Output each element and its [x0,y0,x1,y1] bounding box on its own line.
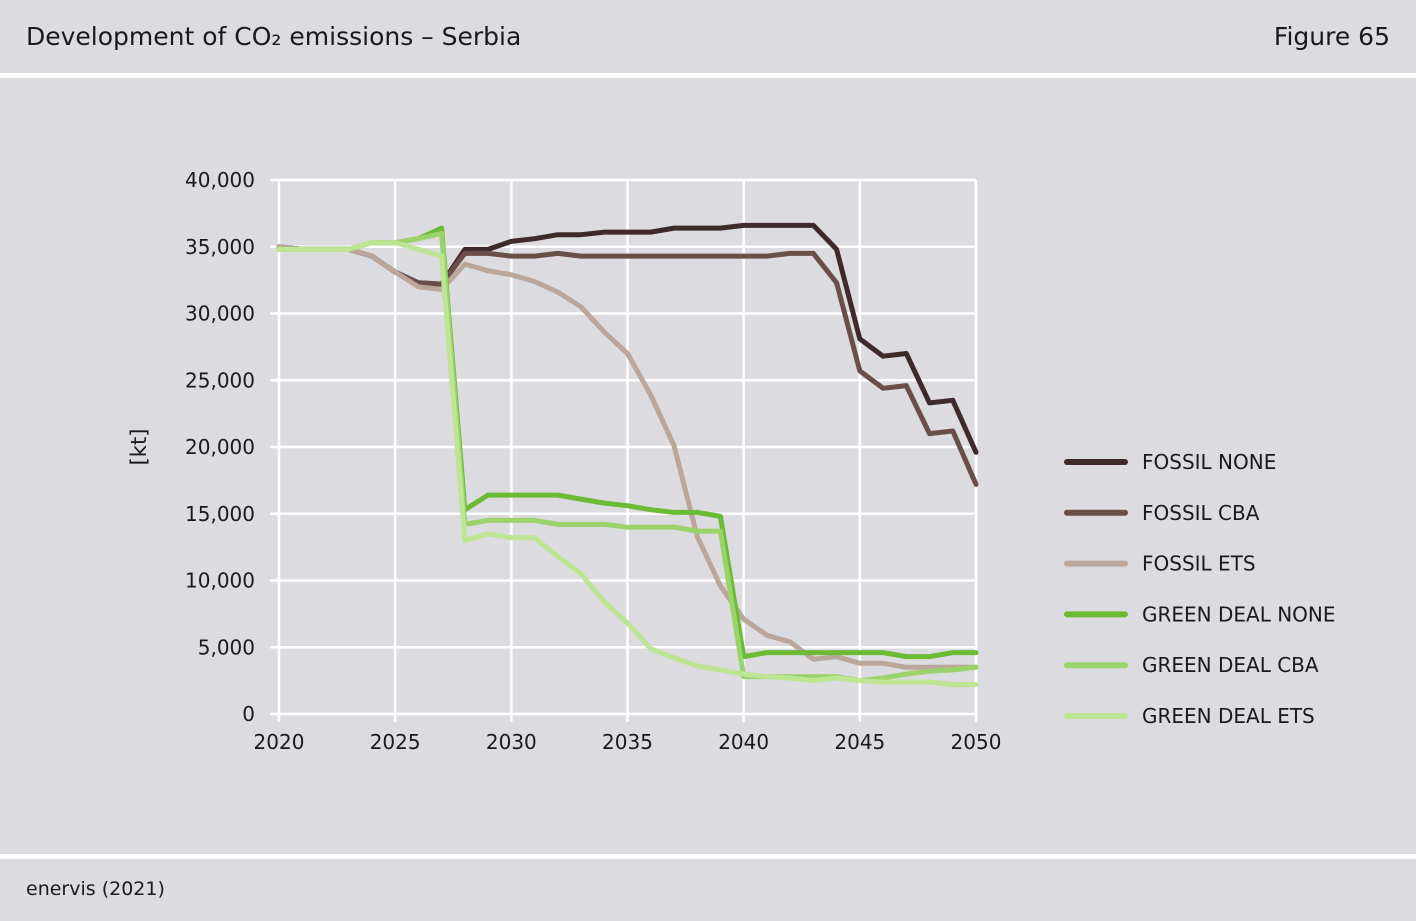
header-divider [0,73,1416,78]
figure-label: Figure 65 [1273,22,1390,51]
axis-ticks: 0 5,000 10,000 15,000 20,000 25,000 30,000 35,0… [185,168,1001,754]
legend: FOSSIL NONE FOSSIL CBA FOSSIL ETS GREEN DEA… [1064,450,1336,728]
y-tick-label: 0 [242,702,255,726]
footer-divider [0,854,1416,859]
page-title: Development of CO₂ emissions – Serbia [26,22,522,51]
series-line-green-deal-ets [276,240,979,688]
x-tick-label: 2050 [951,730,1002,754]
legend-label-fossil-ets: FOSSIL ETS [1142,552,1256,576]
y-axis-label: [kt] [127,429,151,466]
x-tick-label: 2030 [486,730,537,754]
x-tick-label: 2020 [254,730,305,754]
y-tick-label: 20,000 [185,435,255,459]
legend-label-green-deal-none: GREEN DEAL NONE [1142,602,1336,626]
header: Development of CO₂ emissions – Serbia Fi… [0,0,1416,74]
x-tick-label: 2040 [718,730,769,754]
source-note: enervis (2021) [26,878,165,900]
y-tick-label: 40,000 [185,168,255,192]
series-line-fossil-ets [276,244,979,670]
x-tick-label: 2025 [370,730,421,754]
legend-label-green-deal-ets: GREEN DEAL ETS [1142,704,1315,728]
y-tick-label: 15,000 [185,502,255,526]
y-tick-label: 5,000 [198,635,255,659]
y-tick-label: 35,000 [185,235,255,259]
series-lines [276,222,979,688]
y-tick-label: 10,000 [185,569,255,593]
y-tick-label: 25,000 [185,368,255,392]
legend-label-fossil-none: FOSSIL NONE [1142,450,1276,474]
y-tick-label: 30,000 [185,302,255,326]
x-tick-label: 2045 [834,730,885,754]
x-tick-label: 2035 [602,730,653,754]
legend-label-fossil-cba: FOSSIL CBA [1142,501,1260,525]
legend-label-green-deal-cba: GREEN DEAL CBA [1142,653,1319,677]
